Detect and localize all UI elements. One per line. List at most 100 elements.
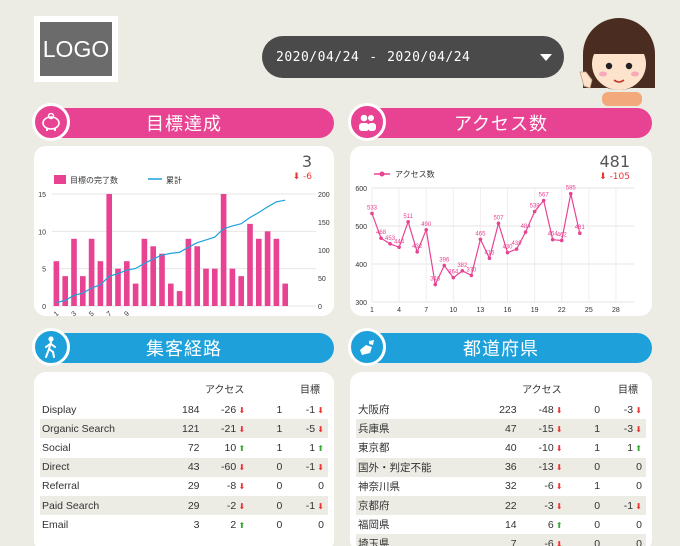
date-end: 2020/04/24 [387,49,471,65]
y-tick: 500 [355,224,367,231]
data-label: 462 [557,232,568,238]
access-value: 72 [187,441,200,454]
data-point [523,230,528,234]
logo-text: LOGO [40,22,112,76]
x-tick: 1 [370,307,374,314]
access-delta: -2 ⬇ [199,495,248,516]
table-row: 埼玉県 7 -6 ⬇ 0 0 [356,534,646,546]
goal-value: 0 [247,457,283,477]
goal-value: 0 [564,495,601,516]
bar [167,283,174,306]
x-tick: 10 [449,307,457,314]
x-tick: 4 [397,307,401,314]
goal-value: 0 [594,403,601,416]
row-label: Direct [40,457,163,477]
goal-delta: 0 [282,515,328,534]
bar [176,291,183,306]
series-line-cumulative [56,199,286,304]
goal-delta: 0 [600,534,646,546]
bar [264,231,271,306]
access-value: 40 [504,441,517,454]
access-value: 22 [479,495,517,516]
data-point [379,236,383,240]
goal-title: 目標達成 [146,114,222,135]
access-delta-text: -6 [544,537,554,546]
data-point [514,247,519,251]
data-label: 567 [539,193,550,199]
data-label: 439 [512,241,523,247]
date-range-picker[interactable]: 2020/04/24 - 2020/04/24 [262,36,564,78]
goal-delta: 0 [600,515,646,534]
y-tick-right: 0 [318,304,322,311]
data-label: 464 [548,232,559,238]
date-separator: - [369,49,378,65]
row-label: Email [42,518,69,531]
access-chart-card: 481 ⬇ -105 アクセス数 300 400 500 600 1 4 7 10 13 16 19 2… [350,146,652,316]
down-arrow-icon: ⬇ [236,501,246,511]
table-row: 国外・判定不能 36 -13 ⬇ 0 0 [356,457,646,477]
bar [211,268,218,306]
access-delta-text: -105 [609,172,630,182]
row-label: 神奈川県 [358,480,400,493]
goal-value: 1 [594,480,601,493]
series-line [371,193,581,287]
down-arrow-icon: ⬇ [236,405,246,415]
access-header: アクセス数 [348,103,652,141]
row-label: 兵庫県 [356,419,480,439]
y-tick-right: 150 [318,220,330,227]
table-row: Social 72 10 ⬆ 1 1 ⬆ [40,438,328,457]
access-delta: -26 ⬇ [200,400,248,419]
y-tick-left: 15 [38,192,46,199]
goal-delta: -5 ⬇ [282,419,328,439]
table-row: Direct 43 -60 ⬇ 0 -1 ⬇ [40,457,328,477]
data-label: 585 [566,186,577,192]
legend-swatch-dot [379,171,385,177]
goal-value: 1 [564,419,601,439]
goal-value: 1 [247,419,283,439]
access-delta-text: -2 [226,499,237,512]
goal-delta: ⬇ -6 [292,172,312,182]
access-value: 47 [479,419,517,439]
down-arrow-icon: ⬇ [236,424,246,434]
x-tick: 5 [88,310,96,316]
row-label: Organic Search [40,419,163,439]
up-arrow-icon: ⬆ [315,443,324,453]
down-arrow-icon: ⬇ [315,424,324,434]
goal-delta: -1 ⬇ [282,457,328,477]
data-point [568,191,573,196]
bar [247,223,253,306]
data-label: 507 [493,215,504,221]
table-row: 兵庫県 47 -15 ⬇ 1 -3 ⬇ [356,419,646,439]
legend-swatch-bar [54,175,66,184]
legend-label-bar: 目標の完了数 [70,175,118,185]
access-delta: -21 ⬇ [199,419,248,439]
access-delta-text: -48 [538,403,554,416]
bar [88,238,95,306]
down-arrow-icon: ⬇ [553,463,563,473]
data-point [559,238,564,243]
date-start: 2020/04/24 [276,49,360,65]
table-row: 福岡県 14 6 ⬆ 0 0 [356,515,646,534]
table-row: Organic Search 121 -21 ⬇ 1 -5 ⬇ [40,419,328,439]
chevron-down-icon[interactable] [540,54,552,61]
prefectures-card: アクセス 目標 大阪府 223 -48 ⬇ 0 -3 ⬇ 兵庫県 47 -15 ⬇ 1 -3 ⬇ 東… [350,372,652,546]
row-label: 大阪府 [358,404,390,417]
prefectures-header: 都道府県 [348,328,652,366]
data-label: 481 [575,225,586,231]
data-point [406,220,410,224]
bar [229,268,236,306]
x-tick: 19 [531,307,539,314]
down-arrow-icon: ⬇ [553,539,563,546]
bar [273,238,280,306]
access-value: 14 [504,518,517,531]
data-point [415,250,419,254]
x-tick: 9 [123,310,131,316]
bar [106,194,113,306]
goal-value: 0 [564,457,601,477]
bar [203,268,209,306]
bar [255,238,262,306]
bar [53,261,60,306]
goal-value: 0 [594,518,601,531]
goal-delta-text: -1 [305,461,316,474]
data-point [424,228,429,232]
